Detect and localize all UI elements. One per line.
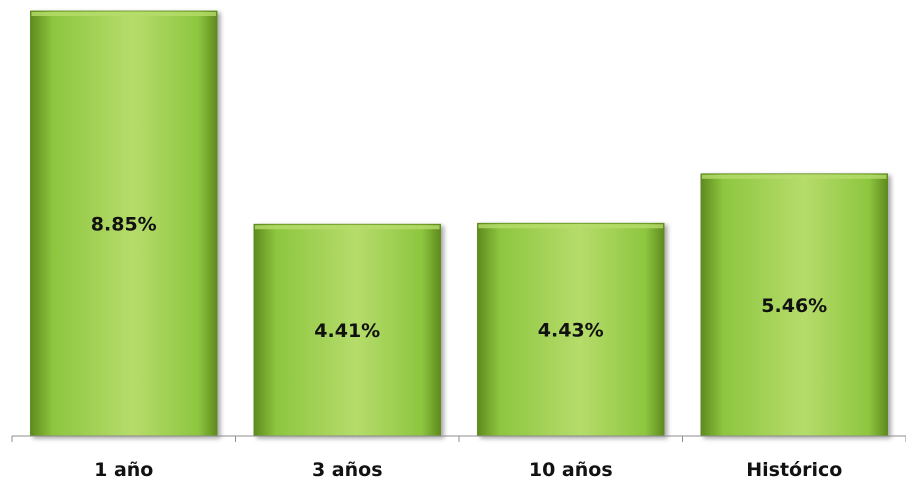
- category-label: 10 años: [529, 459, 613, 481]
- data-label: 4.43%: [538, 320, 604, 342]
- category-label: 1 año: [94, 459, 153, 481]
- bar: [253, 223, 441, 437]
- bar: [477, 222, 665, 437]
- bar: [700, 173, 888, 437]
- category-label: 3 años: [312, 459, 383, 481]
- data-label: 5.46%: [761, 295, 827, 317]
- bar: [30, 10, 218, 437]
- category-label: Histórico: [746, 459, 842, 481]
- bar-highlight: [254, 225, 440, 230]
- data-label: 4.41%: [314, 320, 380, 342]
- bar-highlight: [31, 12, 217, 16]
- bar-highlight: [478, 224, 664, 229]
- bar-highlight: [701, 174, 887, 179]
- data-label: 8.85%: [91, 214, 157, 236]
